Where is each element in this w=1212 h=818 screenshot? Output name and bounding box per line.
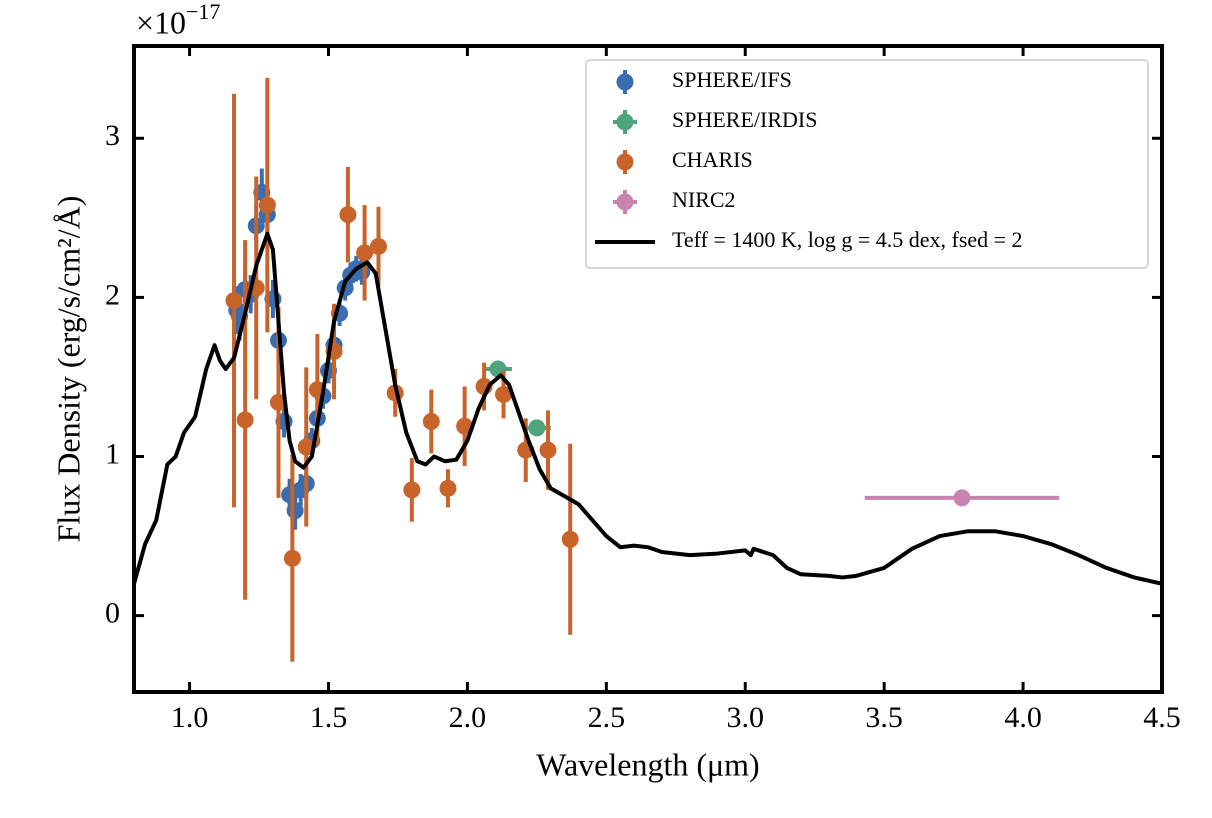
legend-label: SPHERE/IRDIS <box>672 107 817 132</box>
plot-frame <box>132 44 1164 694</box>
legend-label: CHARIS <box>672 147 753 172</box>
y-axis-label: Flux Density (erg/s/cm²/Å) <box>50 196 86 543</box>
legend-marker <box>616 113 634 131</box>
legend-label: Teff = 1400 K, log g = 4.5 dex, fsed = 2 <box>672 227 1023 252</box>
x-tick-label: 3.0 <box>726 701 764 734</box>
plot-area <box>134 77 1162 662</box>
data-point <box>495 385 513 403</box>
y-tick-label: 2 <box>105 278 120 311</box>
data-point <box>422 413 440 431</box>
data-point <box>439 479 457 497</box>
x-tick-label: 2.0 <box>449 701 487 734</box>
data-point <box>539 441 557 459</box>
legend-marker <box>616 153 634 171</box>
data-point <box>297 438 315 456</box>
legend-label: NIRC2 <box>672 187 736 212</box>
data-point <box>258 196 276 214</box>
x-tick-label: 4.0 <box>1004 701 1042 734</box>
y-tick-label: 1 <box>105 437 120 470</box>
y-tick-label: 0 <box>105 597 120 630</box>
data-point <box>369 237 387 255</box>
data-point <box>339 206 357 224</box>
legend-marker <box>616 193 634 211</box>
x-axis-label: Wavelength (μm) <box>536 746 759 782</box>
data-point <box>953 489 971 507</box>
legend-label: SPHERE/IFS <box>672 67 792 92</box>
legend-box <box>585 59 1149 269</box>
data-point <box>356 244 374 262</box>
offset-text: ×10 <box>136 4 186 40</box>
model-line <box>134 231 1162 586</box>
x-tick-label: 4.5 <box>1143 701 1181 734</box>
legend-marker <box>616 73 634 91</box>
x-tick-label: 1.5 <box>310 701 348 734</box>
x-tick-label: 1.0 <box>171 701 209 734</box>
offset-exponent: −17 <box>186 0 220 24</box>
x-tick-label: 3.5 <box>865 701 903 734</box>
data-point <box>561 530 579 548</box>
x-tick-label: 2.5 <box>588 701 626 734</box>
data-point <box>283 549 301 567</box>
y-tick-label: 3 <box>105 119 120 152</box>
data-point <box>236 411 254 429</box>
data-point <box>225 292 243 310</box>
data-point <box>528 419 546 437</box>
data-point <box>403 481 421 499</box>
